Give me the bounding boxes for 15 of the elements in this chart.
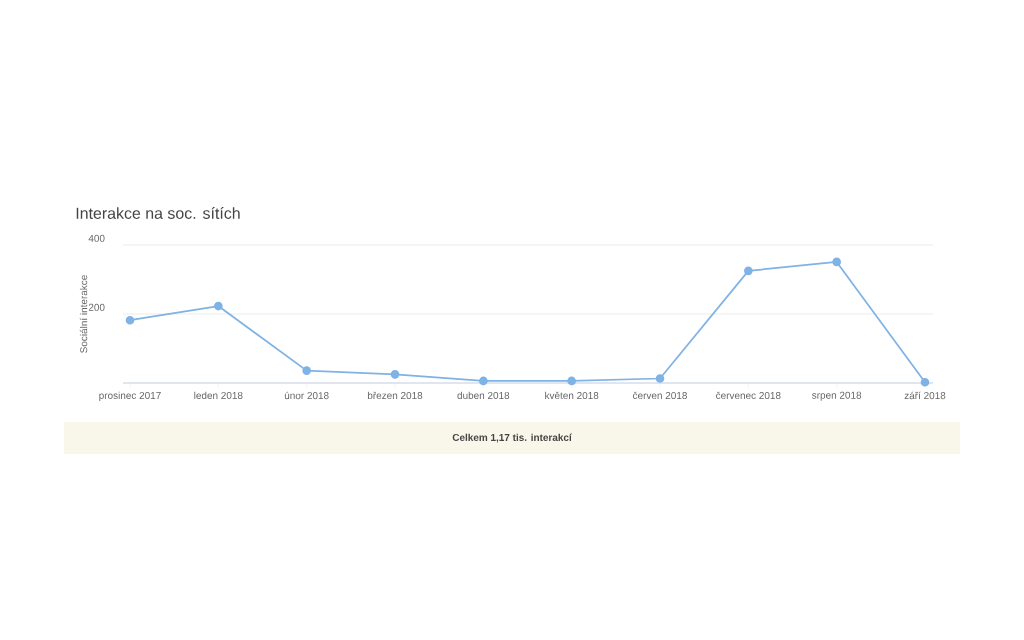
y-tick-label: 400 bbox=[88, 234, 105, 242]
text: Celkem 1,17 tis. interakcí bbox=[452, 433, 572, 443]
y-axis-title: Sociální interakce bbox=[79, 275, 88, 353]
y-tick-label: 200 bbox=[88, 303, 105, 311]
x-tick-label: září 2018 bbox=[904, 391, 946, 400]
x-tick-label: leden 2018 bbox=[194, 391, 243, 400]
chart-title: Interakce na soc. sítích bbox=[76, 207, 240, 219]
x-tick-label: únor 2018 bbox=[284, 391, 329, 400]
x-tick-label: červen 2018 bbox=[633, 391, 687, 400]
x-tick-label: březen 2018 bbox=[367, 391, 423, 400]
x-tick-label: květen 2018 bbox=[545, 391, 599, 400]
x-tick-label: prosinec 2017 bbox=[99, 391, 161, 401]
x-tick-label: červenec 2018 bbox=[716, 391, 781, 400]
x-tick-label: duben 2018 bbox=[457, 391, 510, 400]
x-tick-label: srpen 2018 bbox=[812, 391, 862, 401]
